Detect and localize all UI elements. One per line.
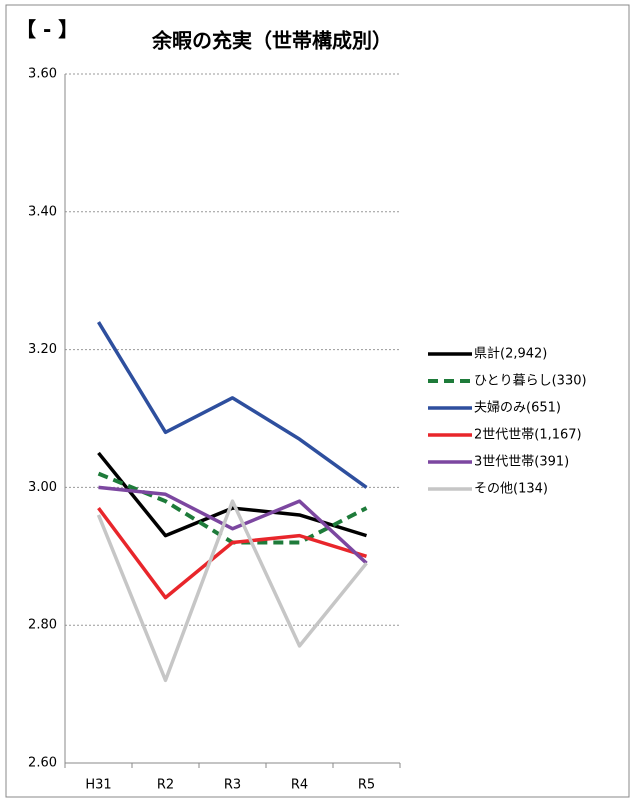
y-tick-label: 2.80 (28, 618, 57, 633)
legend-label: 夫婦のみ(651) (474, 400, 561, 416)
y-tick-label: 3.60 (28, 67, 57, 82)
legend-label: 3世代世帯(391) (474, 455, 569, 470)
y-tick-label: 3.00 (28, 480, 57, 495)
series-line (98, 485, 368, 565)
x-tick-label: R5 (358, 778, 375, 793)
series-line (97, 507, 368, 600)
corner-label: 【 - 】 (16, 18, 78, 42)
x-tick-label: R2 (157, 778, 174, 793)
series-line (96, 499, 368, 683)
legend-label: 2世代世帯(1,167) (474, 428, 582, 443)
y-tick-label: 3.40 (28, 204, 57, 219)
legend-label: 県計(2,942) (474, 346, 547, 362)
chart-title: 余暇の充実（世帯構成別） (151, 29, 392, 53)
y-tick-label: 2.60 (28, 756, 57, 771)
legend-label: その他(134) (474, 482, 548, 497)
x-tick-label: R4 (291, 778, 308, 793)
frame (5, 4, 630, 798)
y-tick-label: 3.20 (28, 342, 57, 357)
x-tick-label: R3 (224, 778, 241, 793)
x-tick-label: H31 (85, 778, 111, 793)
series-line (97, 321, 368, 489)
legend-label: ひとり暮らし(330) (474, 374, 587, 389)
